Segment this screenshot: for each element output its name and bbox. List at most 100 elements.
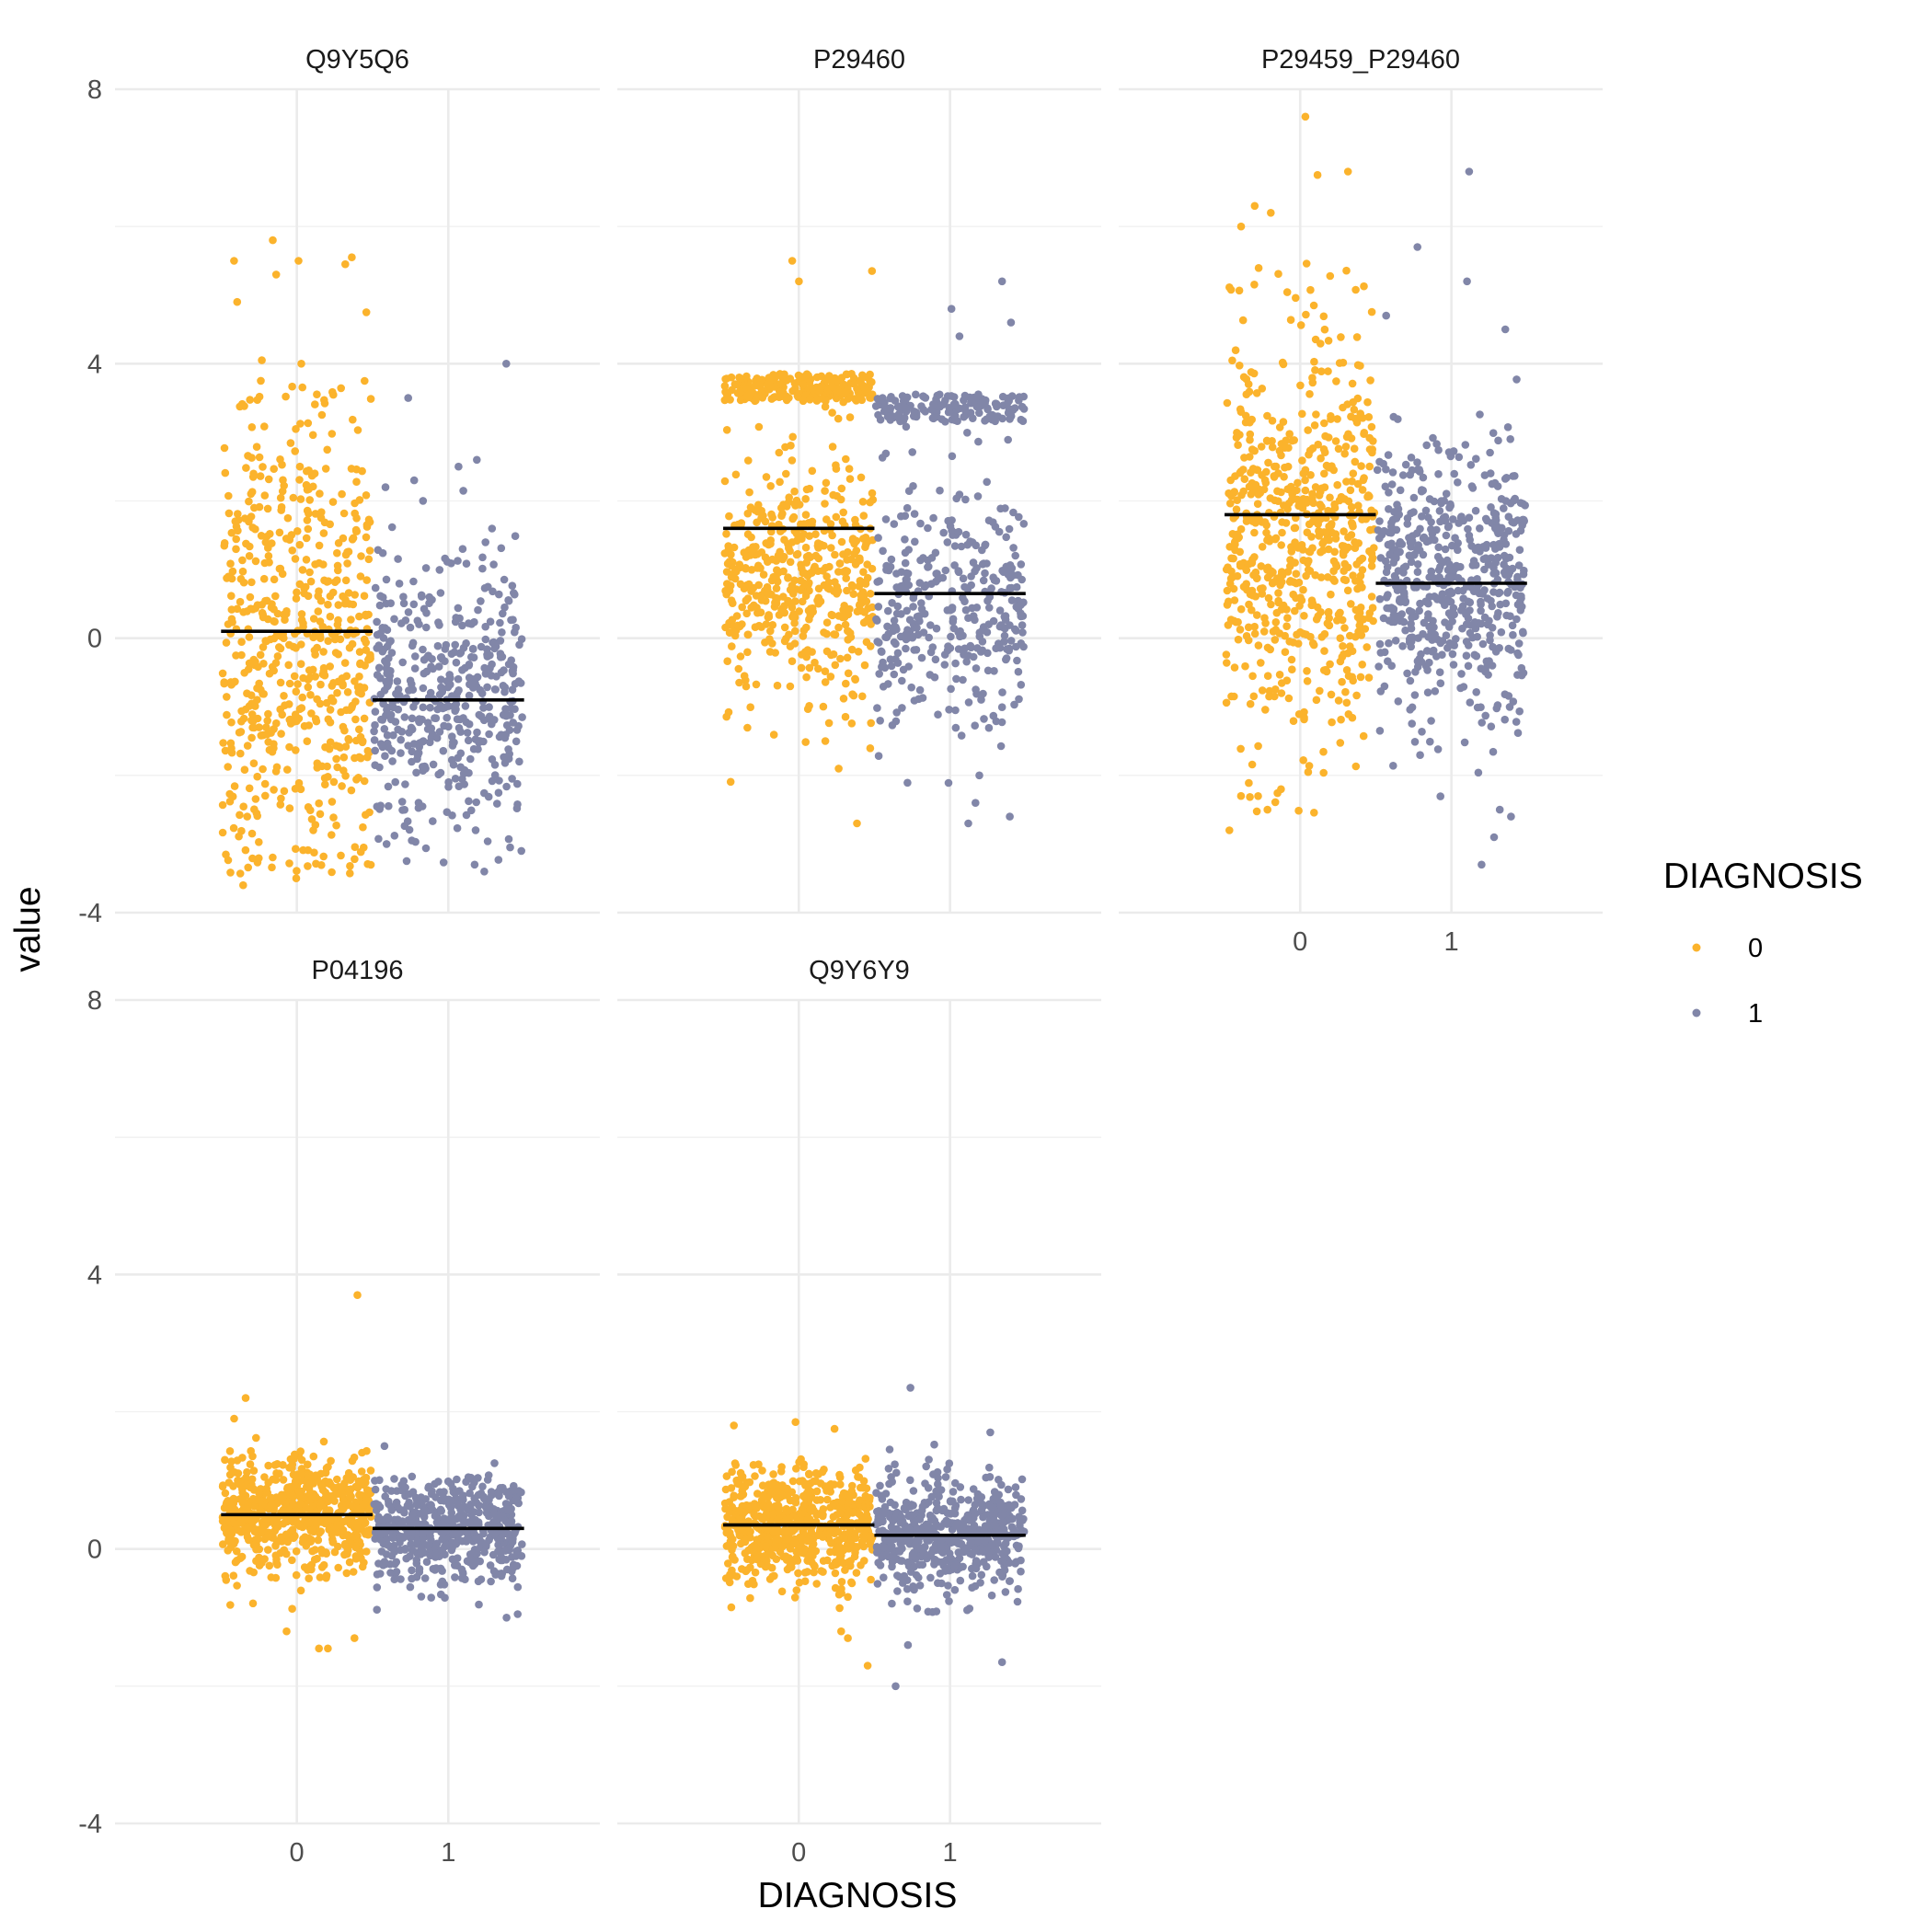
data-point bbox=[1488, 602, 1496, 611]
data-point bbox=[1286, 316, 1295, 325]
data-point bbox=[372, 1506, 381, 1514]
data-point bbox=[1515, 546, 1524, 554]
data-point bbox=[1433, 552, 1443, 561]
data-point bbox=[288, 1525, 297, 1535]
data-point bbox=[341, 576, 351, 585]
data-point bbox=[289, 1500, 298, 1509]
facet-title: P04196 bbox=[312, 956, 404, 985]
data-point bbox=[909, 593, 918, 603]
data-point bbox=[439, 1493, 448, 1502]
data-point bbox=[1444, 623, 1454, 631]
data-point bbox=[1276, 581, 1284, 590]
data-point bbox=[304, 803, 313, 811]
data-point bbox=[790, 576, 799, 585]
data-point bbox=[428, 655, 436, 663]
data-point bbox=[797, 560, 805, 569]
data-point bbox=[776, 477, 784, 487]
data-point bbox=[309, 615, 318, 623]
data-point bbox=[722, 390, 731, 399]
data-point bbox=[1513, 729, 1523, 737]
data-point bbox=[303, 737, 312, 745]
data-point bbox=[1435, 507, 1444, 515]
data-point bbox=[494, 788, 503, 797]
data-point bbox=[1435, 668, 1444, 676]
data-point bbox=[1400, 590, 1409, 599]
data-point bbox=[1250, 553, 1259, 561]
data-point bbox=[1468, 561, 1478, 569]
data-point bbox=[1352, 691, 1361, 700]
data-point bbox=[964, 819, 972, 828]
data-point bbox=[1386, 550, 1395, 558]
data-point bbox=[1282, 436, 1290, 445]
data-point bbox=[222, 1576, 231, 1584]
data-point bbox=[1424, 599, 1432, 608]
data-point bbox=[267, 1493, 276, 1502]
data-point bbox=[1450, 469, 1458, 478]
data-point bbox=[753, 518, 761, 527]
data-point bbox=[278, 710, 287, 719]
data-point bbox=[480, 1547, 489, 1557]
data-point bbox=[996, 742, 1006, 751]
data-point bbox=[1519, 569, 1528, 579]
data-point bbox=[221, 1489, 230, 1498]
data-point bbox=[1337, 715, 1345, 724]
data-point bbox=[383, 730, 392, 740]
data-point bbox=[1250, 528, 1259, 537]
data-point bbox=[358, 466, 366, 476]
data-point bbox=[443, 713, 452, 722]
data-point bbox=[1314, 520, 1322, 528]
data-point bbox=[979, 623, 988, 631]
data-point bbox=[929, 400, 937, 408]
data-point bbox=[1262, 467, 1271, 477]
data-point bbox=[304, 683, 313, 692]
data-point bbox=[407, 723, 416, 732]
data-point bbox=[496, 637, 505, 645]
data-point bbox=[302, 1503, 310, 1512]
data-point bbox=[801, 372, 810, 381]
data-point bbox=[1393, 500, 1401, 509]
data-point bbox=[1443, 523, 1453, 532]
data-point bbox=[1248, 586, 1257, 595]
data-point bbox=[504, 1491, 513, 1501]
data-point bbox=[833, 491, 841, 500]
data-point bbox=[866, 498, 874, 507]
data-point bbox=[800, 579, 809, 588]
data-point bbox=[722, 530, 730, 538]
data-point bbox=[1264, 593, 1273, 603]
data-point bbox=[1460, 738, 1469, 747]
data-point bbox=[1249, 692, 1259, 701]
data-point bbox=[1392, 514, 1401, 523]
data-point bbox=[490, 771, 500, 779]
data-point bbox=[791, 597, 799, 605]
data-point bbox=[857, 591, 865, 600]
data-point bbox=[387, 523, 397, 532]
data-point bbox=[1300, 612, 1308, 620]
data-point bbox=[268, 863, 276, 872]
data-point bbox=[1277, 689, 1286, 697]
data-point bbox=[901, 548, 910, 558]
data-point bbox=[415, 620, 423, 628]
data-point bbox=[943, 538, 952, 546]
data-point bbox=[1418, 728, 1426, 736]
data-point bbox=[273, 1560, 282, 1569]
data-point bbox=[1248, 760, 1257, 769]
data-point bbox=[1282, 622, 1291, 630]
data-point bbox=[245, 552, 254, 560]
data-point bbox=[770, 383, 779, 391]
data-point bbox=[1272, 608, 1282, 617]
data-point bbox=[920, 393, 928, 401]
data-point bbox=[1018, 575, 1026, 584]
data-point bbox=[898, 704, 906, 712]
data-point bbox=[843, 653, 852, 662]
data-point bbox=[1236, 744, 1245, 753]
data-point bbox=[828, 443, 837, 451]
data-point bbox=[289, 493, 298, 502]
data-point bbox=[275, 1469, 283, 1478]
data-point bbox=[355, 612, 363, 621]
data-point bbox=[1438, 590, 1447, 598]
data-point bbox=[278, 487, 287, 496]
data-point bbox=[1494, 609, 1502, 617]
data-point bbox=[775, 568, 783, 577]
data-point bbox=[484, 582, 492, 592]
data-point bbox=[319, 852, 328, 861]
